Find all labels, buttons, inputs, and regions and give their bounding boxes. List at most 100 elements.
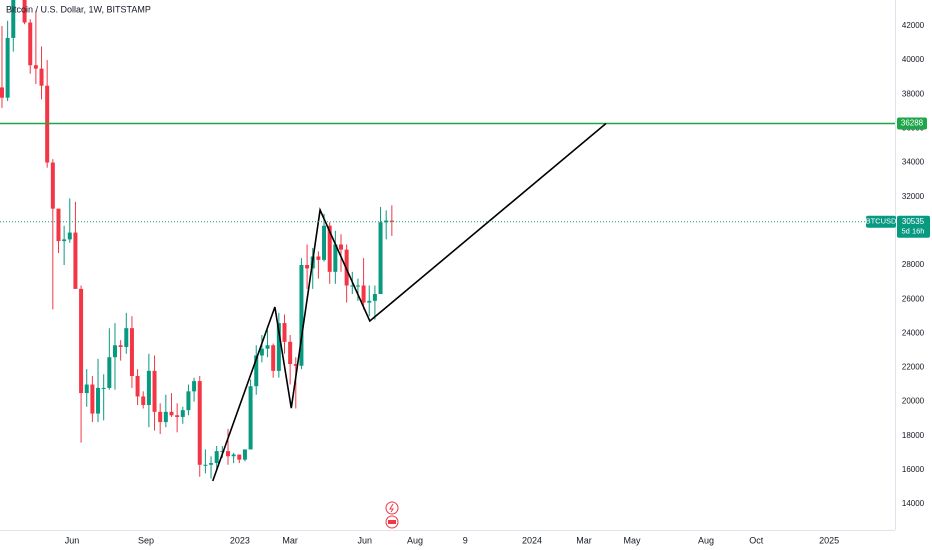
candle-body bbox=[169, 411, 174, 416]
horizontal-line-label-bg bbox=[897, 117, 927, 130]
candle-body bbox=[293, 364, 298, 366]
y-tick-label: 16000 bbox=[902, 465, 925, 474]
candle-body bbox=[79, 288, 84, 394]
candle-body bbox=[129, 328, 134, 376]
y-tick-label: 40000 bbox=[902, 55, 925, 64]
y-tick-label: 28000 bbox=[902, 260, 925, 269]
candle-body bbox=[158, 411, 163, 423]
candle-body bbox=[367, 300, 372, 303]
candle-body bbox=[163, 411, 168, 423]
event-icons bbox=[385, 501, 399, 529]
candle-body bbox=[288, 341, 293, 365]
y-tick-label: 34000 bbox=[902, 158, 925, 167]
candle-body bbox=[90, 384, 95, 414]
candle-body bbox=[39, 68, 44, 86]
candle-body bbox=[282, 323, 287, 342]
x-tick-label: Aug bbox=[407, 535, 423, 545]
candle-body bbox=[384, 220, 389, 223]
x-tick-label: Mar bbox=[576, 535, 592, 545]
candle-body bbox=[225, 451, 230, 457]
y-tick-label: 22000 bbox=[902, 363, 925, 372]
candle-body bbox=[220, 451, 225, 453]
candle-body bbox=[248, 386, 253, 450]
candle-body bbox=[378, 222, 383, 295]
candle-body bbox=[11, 0, 16, 38]
horizontal-line-label: 36288 bbox=[901, 119, 924, 128]
y-tick-label: 24000 bbox=[902, 328, 925, 337]
candle-body bbox=[231, 454, 236, 457]
candle-body bbox=[28, 22, 33, 66]
x-tick-label: Mar bbox=[282, 535, 298, 545]
candle-body bbox=[124, 328, 129, 347]
event-icon bbox=[385, 501, 399, 515]
x-tick-label: May bbox=[623, 535, 641, 545]
candle-body bbox=[316, 256, 321, 260]
candle-body bbox=[214, 451, 219, 464]
candle-body bbox=[265, 345, 270, 349]
candle-body bbox=[146, 370, 151, 406]
candle-body bbox=[192, 381, 197, 392]
candle-body bbox=[22, 0, 27, 23]
candle-body bbox=[101, 387, 106, 389]
y-tick-label: 32000 bbox=[902, 192, 925, 201]
plot-area bbox=[0, 0, 895, 482]
candle-body bbox=[333, 244, 338, 272]
pattern-line bbox=[211, 122, 607, 482]
candle-body bbox=[350, 285, 355, 287]
candle-body bbox=[197, 381, 202, 465]
candle-body bbox=[118, 345, 123, 347]
candle-body bbox=[180, 410, 185, 417]
y-tick-label: 38000 bbox=[902, 89, 925, 98]
candle-body bbox=[84, 384, 89, 394]
candle-body bbox=[276, 323, 281, 371]
candle-body bbox=[0, 87, 4, 98]
price-label: 30535 bbox=[902, 217, 925, 226]
countdown-label: 5d 16h bbox=[902, 227, 925, 236]
x-tick-label: Sep bbox=[138, 535, 154, 545]
candle-body bbox=[112, 345, 117, 358]
candle-body bbox=[389, 220, 394, 222]
candle-body bbox=[271, 345, 276, 371]
candle-body bbox=[186, 391, 191, 411]
candle-body bbox=[322, 225, 327, 260]
candle-body bbox=[107, 357, 112, 388]
x-tick-label: 2023 bbox=[230, 535, 250, 545]
x-tick-label: Jun bbox=[65, 535, 80, 545]
candle-body bbox=[203, 464, 208, 466]
y-tick-label: 26000 bbox=[902, 294, 925, 303]
candle-body bbox=[33, 65, 38, 69]
candle-body bbox=[209, 463, 214, 465]
candle-body bbox=[96, 387, 101, 414]
candle-body bbox=[50, 162, 55, 209]
x-tick-label: Aug bbox=[698, 535, 714, 545]
candle-body bbox=[141, 396, 146, 406]
candle-body bbox=[56, 208, 61, 242]
event-icon bbox=[389, 503, 394, 513]
candle-body bbox=[361, 285, 366, 303]
candle-body bbox=[67, 232, 72, 240]
y-tick-label: 18000 bbox=[902, 431, 925, 440]
candle-body bbox=[175, 415, 180, 417]
x-tick-label: 2025 bbox=[819, 535, 839, 545]
candle-body bbox=[242, 449, 247, 460]
price-label-bg bbox=[897, 215, 930, 238]
event-icon bbox=[388, 520, 396, 524]
candle-body bbox=[237, 454, 242, 460]
candle-body bbox=[327, 225, 332, 272]
x-tick-label: 2024 bbox=[522, 535, 542, 545]
candle-body bbox=[135, 375, 140, 397]
y-tick-label: 42000 bbox=[902, 21, 925, 30]
candle-body bbox=[338, 244, 343, 250]
symbol-label: BTCUSD bbox=[866, 217, 897, 226]
candle-body bbox=[299, 265, 304, 366]
candle-body bbox=[305, 265, 310, 269]
candle-body bbox=[254, 355, 259, 387]
candle-body bbox=[62, 239, 67, 242]
candle-body bbox=[5, 37, 10, 98]
candle-body bbox=[355, 285, 360, 287]
chart-title: Bitcoin / U.S. Dollar, 1W, BITSTAMP bbox=[6, 4, 151, 14]
x-tick-label: 9 bbox=[463, 535, 468, 545]
candle-body bbox=[73, 232, 78, 289]
y-tick-label: 20000 bbox=[902, 397, 925, 406]
